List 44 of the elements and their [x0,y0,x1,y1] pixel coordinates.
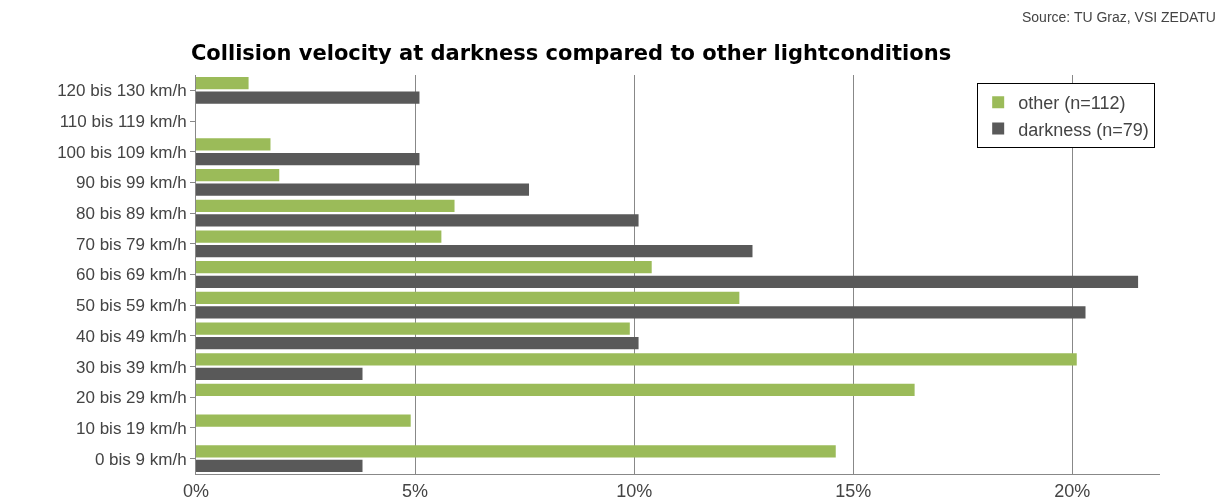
bar [196,76,249,90]
bar [196,275,1139,288]
legend-label: darkness (n=79) [1018,119,1149,140]
y-tick-label: 40 bis 49 km/h [76,326,187,346]
bar [196,291,740,305]
bar [196,414,411,427]
bar [196,353,1077,366]
bar [196,367,363,380]
bar [196,138,271,151]
x-tick-label: 15% [835,480,872,501]
x-tick-label: 0% [182,480,210,501]
bar [196,383,915,397]
y-tick-label: 0 bis 9 km/h [94,449,187,469]
y-tick-label: 30 bis 39 km/h [76,357,187,377]
bar [196,445,836,458]
bar [196,91,420,104]
bar [196,230,442,243]
source-note: Source: TU Graz, VSI ZEDATU [1022,9,1215,25]
y-tick-label: 120 bis 130 km/h [57,81,187,101]
y-tick-label: 100 bis 109 km/h [57,142,187,162]
y-tick-label: 110 bis 119 km/h [59,111,187,131]
bar [196,183,530,196]
bar [196,169,280,182]
y-tick-label: 20 bis 29 km/h [76,388,187,408]
bar [196,214,639,227]
x-tick-label: 20% [1054,480,1091,501]
y-tick-label: 60 bis 69 km/h [76,265,187,285]
bar [196,306,1086,319]
bar [196,322,630,335]
x-tick-label: 10% [616,480,653,501]
y-tick-label: 90 bis 99 km/h [76,173,187,193]
bar [196,337,639,350]
y-tick-label: 10 bis 19 km/h [76,418,187,438]
y-tick-label: 70 bis 79 km/h [76,234,187,254]
chart-title: Collision velocity at darkness compared to other lightconditions [190,41,952,66]
bar [196,152,420,166]
bar [196,244,753,258]
y-tick-label: 80 bis 89 km/h [76,204,187,224]
bar [196,261,652,274]
y-tick-label: 50 bis 59 km/h [76,296,187,316]
bar [196,459,363,473]
x-tick-label: 5% [402,480,429,501]
bar [196,199,455,212]
legend-label: other (n=112) [1018,93,1126,114]
